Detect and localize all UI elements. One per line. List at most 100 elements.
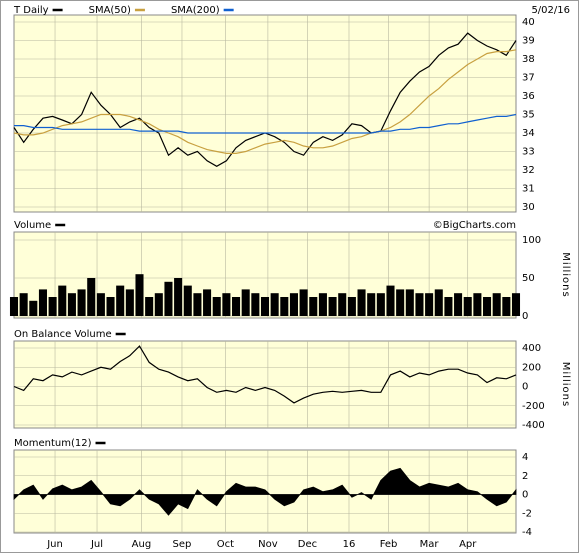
volume-bar: [222, 293, 231, 316]
volume-bar: [309, 297, 318, 316]
volume-bar: [193, 293, 202, 316]
credit: ©BigCharts.com: [433, 220, 516, 231]
volume-bar: [58, 285, 67, 316]
volume-bar: [338, 293, 347, 316]
y-tick-label: 38: [522, 54, 535, 65]
volume-bar: [164, 281, 173, 316]
volume-bar: [511, 293, 521, 316]
volume-bar: [19, 293, 28, 316]
volume-bar: [87, 278, 96, 316]
volume-bar: [367, 293, 376, 316]
volume-bar: [376, 293, 385, 316]
volume-bar: [251, 293, 260, 316]
volume-bar: [106, 297, 115, 316]
y-tick-label: 39: [522, 36, 535, 47]
volume-bar: [9, 297, 19, 316]
volume-bar: [318, 293, 327, 316]
legend-label: T Daily: [13, 5, 49, 16]
series-line: [14, 113, 517, 134]
y-tick-label: 32: [522, 165, 535, 176]
momentum-area: [13, 467, 517, 516]
y-tick-label: 0: [522, 382, 528, 393]
x-tick-label: Jun: [46, 539, 63, 550]
y-tick-label: -4: [522, 527, 532, 538]
x-tick-label: Jul: [90, 539, 103, 550]
volume-bar: [434, 289, 443, 316]
volume-bar: [473, 293, 482, 316]
volume-bar: [241, 289, 250, 316]
volume-bar: [29, 300, 38, 316]
y-tick-label: 200: [522, 362, 541, 373]
legend-label: Momentum(12): [14, 438, 92, 449]
x-tick-label: Feb: [380, 539, 398, 550]
legend-label: SMA(200): [171, 5, 220, 16]
x-tick-label: Dec: [298, 539, 317, 550]
y-tick-label: 0: [522, 490, 528, 501]
y-tick-label: 100: [522, 235, 541, 246]
volume-bar: [347, 297, 356, 316]
volume-bar: [174, 278, 183, 316]
volume-bar: [203, 289, 212, 316]
volume-bar: [415, 293, 424, 316]
volume-bar: [145, 297, 154, 316]
volume-bar: [492, 293, 501, 316]
x-tick-label: Apr: [459, 539, 477, 550]
x-tick-label: 16: [343, 539, 356, 550]
volume-bar: [260, 297, 270, 316]
series-line: [13, 49, 517, 154]
volume-bar: [67, 293, 76, 316]
y-tick-label: 0: [522, 311, 528, 322]
volume-bar: [289, 293, 298, 316]
volume-bar: [483, 297, 492, 316]
volume-bar: [232, 297, 241, 316]
y-tick-label: 35: [522, 110, 535, 121]
legend-label: Volume: [14, 220, 51, 231]
date-label: 5/02/16: [531, 5, 570, 16]
volume-bar: [77, 289, 86, 316]
volume-bar: [328, 297, 337, 316]
volume-bar: [183, 285, 192, 316]
y-tick-label: 36: [522, 91, 535, 102]
x-tick-label: Nov: [258, 539, 278, 550]
x-tick-label: Sep: [173, 539, 192, 550]
volume-bar: [357, 289, 366, 316]
volume-bar: [502, 297, 511, 316]
y-tick-label: 4: [522, 452, 528, 463]
y-tick-label: 2: [522, 471, 528, 482]
y-tick-label: 30: [522, 202, 535, 213]
volume-bar: [454, 293, 463, 316]
volume-bar: [405, 289, 414, 316]
y-axis-label: Millions: [560, 362, 571, 407]
volume-bar: [96, 293, 105, 316]
y-tick-label: -400: [522, 420, 545, 431]
volume-bar: [463, 297, 472, 316]
volume-bar: [48, 297, 57, 316]
y-tick-label: 40: [522, 17, 535, 28]
x-tick-label: Aug: [132, 539, 152, 550]
y-axis-label: Millions: [560, 252, 571, 297]
y-tick-label: -200: [522, 401, 545, 412]
legend-label: SMA(50): [89, 5, 131, 16]
volume-bar: [270, 293, 279, 316]
volume-bar: [425, 293, 434, 316]
y-tick-label: 33: [522, 147, 535, 158]
volume-bar: [125, 289, 134, 316]
y-tick-label: 31: [522, 184, 535, 195]
y-tick-label: 50: [522, 273, 535, 284]
y-tick-label: -2: [522, 508, 532, 519]
y-tick-label: 400: [522, 343, 541, 354]
volume-bar: [116, 285, 125, 316]
x-tick-label: Oct: [217, 539, 234, 550]
volume-bar: [280, 297, 289, 316]
volume-bar: [386, 285, 395, 316]
volume-bar: [38, 289, 47, 316]
volume-bar: [212, 297, 221, 316]
plot-area: [13, 340, 517, 429]
volume-bar: [154, 293, 163, 316]
legend-label: On Balance Volume: [14, 329, 112, 340]
volume-bar: [135, 274, 144, 316]
series-line: [13, 345, 517, 404]
volume-bar: [396, 289, 405, 316]
y-tick-label: 34: [522, 128, 535, 139]
